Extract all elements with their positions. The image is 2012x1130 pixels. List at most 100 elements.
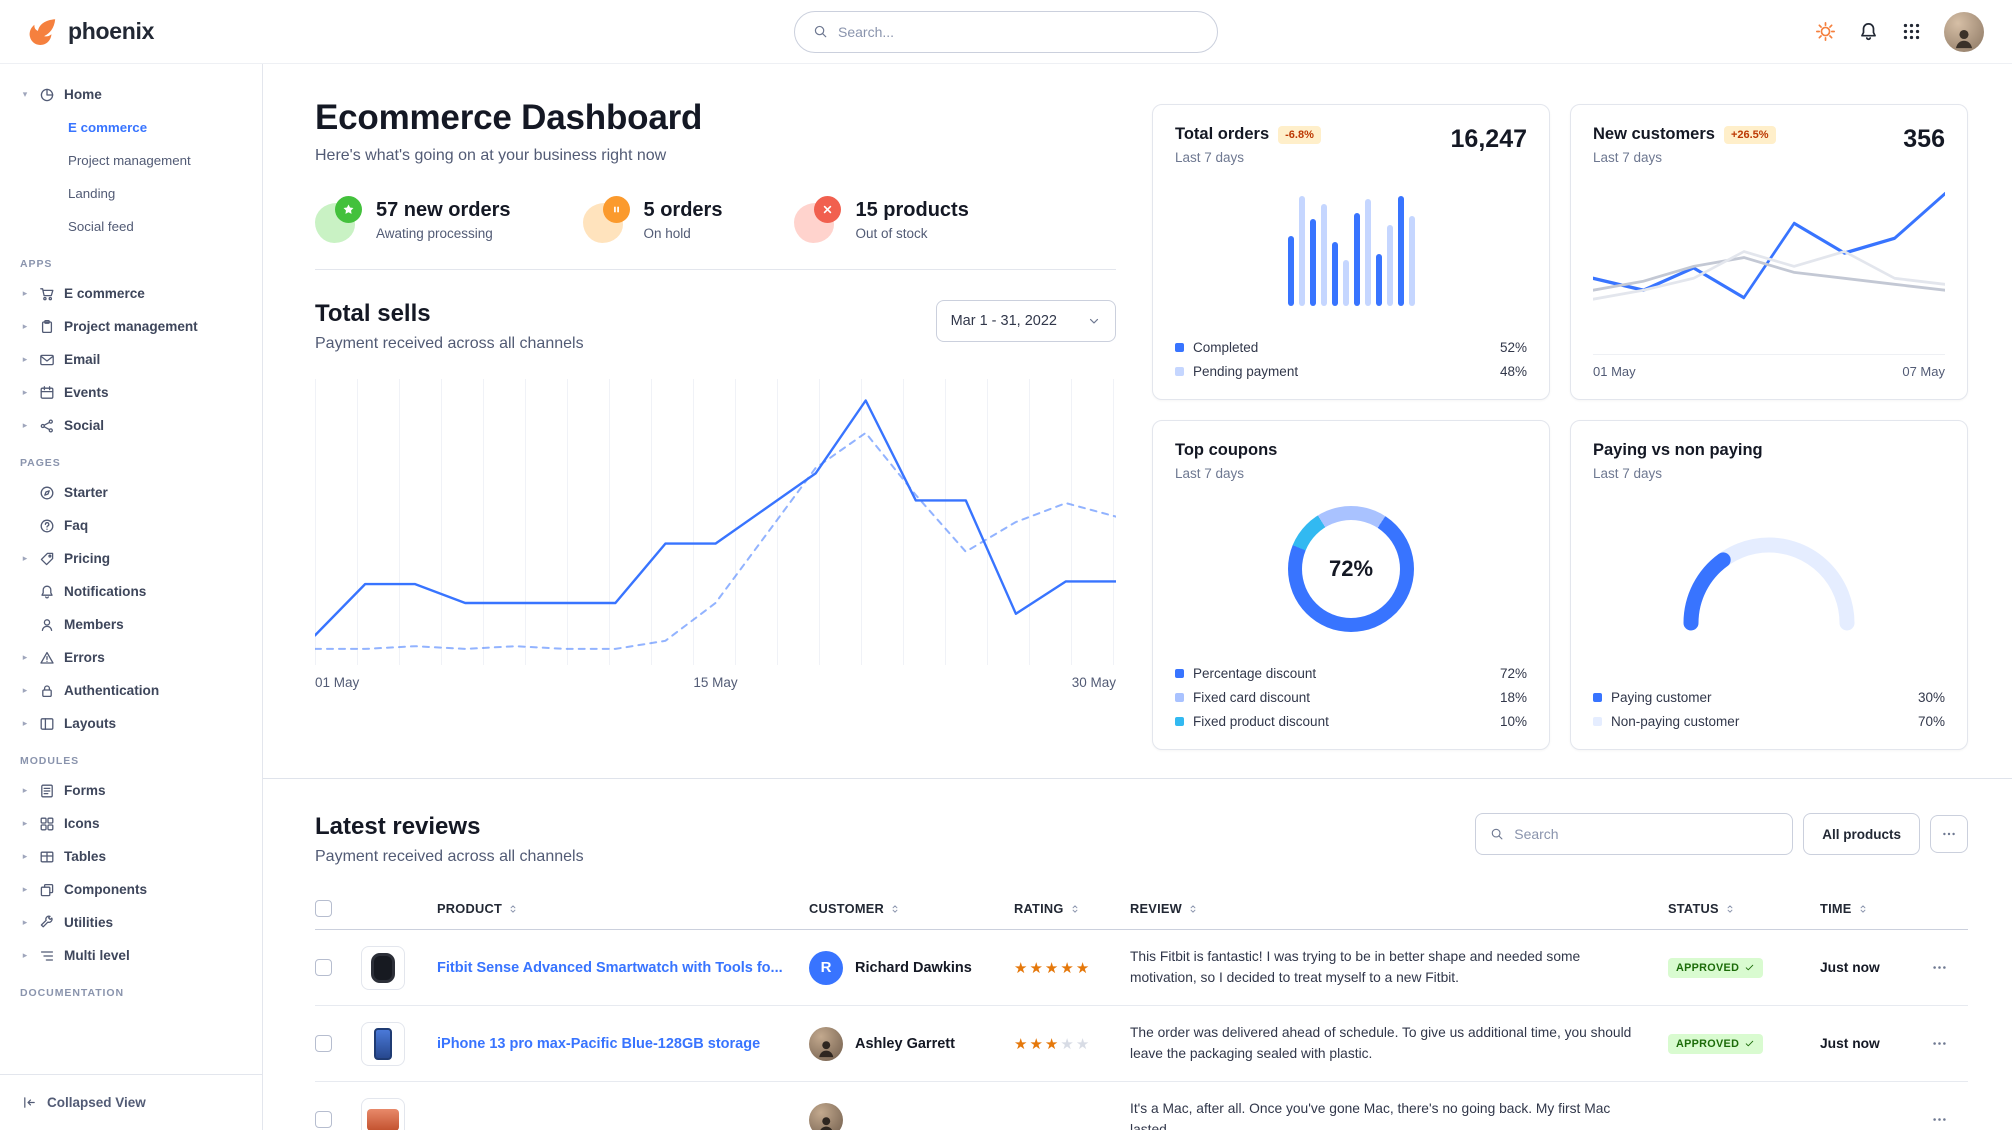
sidebar-item-members[interactable]: Members [12,608,250,641]
sidebar-item-icons[interactable]: Icons [12,807,250,840]
reviews-search-input[interactable] [1514,826,1779,842]
row-checkbox[interactable] [315,1035,332,1052]
brand[interactable]: phoenix [28,17,264,47]
wrench-icon [39,915,55,931]
trend-badge: -6.8% [1278,125,1321,144]
sidebar-item-components[interactable]: Components [12,873,250,906]
column-header-status[interactable]: STATUS [1668,901,1820,916]
total-sells-title: Total sells [315,300,431,327]
legend-item: Percentage discount 72% [1175,666,1527,681]
check-icon [1744,962,1755,973]
reviews-table: PRODUCT CUSTOMER RATING REVIEW STATUS TI… [315,888,1968,1130]
collapsed-view-toggle[interactable]: Collapsed View [0,1074,262,1130]
product-link[interactable]: iPhone 13 pro max-Pacific Blue-128GB sto… [437,1035,761,1052]
review-text: It's a Mac, after all. Once you've gone … [1130,1100,1611,1130]
dots-icon [1931,1111,1948,1128]
list-icon [39,948,55,964]
pause-icon [610,203,623,216]
sidebar-item-faq[interactable]: Faq [12,509,250,542]
sidebar-item-authentication[interactable]: Authentication [12,674,250,707]
legend-value: 18% [1499,690,1527,705]
legend-label: Fixed card discount [1193,690,1311,705]
sidebar-item-errors[interactable]: Errors [12,641,250,674]
collapse-icon [22,1095,37,1110]
theme-toggle-sun-icon[interactable] [1815,21,1836,42]
reviews-search[interactable] [1475,813,1794,855]
legend-label: Paying customer [1611,690,1712,705]
column-header-rating[interactable]: RATING [1014,901,1130,916]
chevron-right-icon [20,819,30,828]
sidebar-item-social-feed[interactable]: Social feed [68,219,134,234]
column-header-time[interactable]: TIME [1820,901,1924,916]
share-icon [39,418,55,434]
sidebar-item-starter[interactable]: Starter [12,476,250,509]
chevron-right-icon [20,322,30,331]
sidebar-item-e-commerce[interactable]: E commerce [68,120,148,135]
row-actions-button[interactable] [1924,1105,1954,1130]
sidebar-item-label: Project management [64,319,198,334]
sidebar-item-project-management[interactable]: Project management [68,153,191,168]
customer-name: Richard Dawkins [855,959,972,976]
search-icon [813,24,828,39]
sort-icon [1187,903,1199,915]
form-icon [39,783,55,799]
user-avatar[interactable] [1944,11,1984,52]
sidebar-item-tables[interactable]: Tables [12,840,250,873]
legend-item: Fixed card discount 18% [1175,690,1527,705]
all-products-button[interactable]: All products [1803,813,1920,855]
product-link[interactable]: Fitbit Sense Advanced Smartwatch with To… [437,959,783,976]
navbar-search[interactable] [794,10,1218,53]
stat-icon [582,196,630,243]
legend-item: Completed 52% [1175,340,1527,355]
row-actions-button[interactable] [1924,1029,1954,1059]
sidebar-item-label: Home [64,87,102,102]
reviews-title: Latest reviews [315,813,481,840]
sidebar-item-utilities[interactable]: Utilities [12,906,250,939]
sidebar-item-notifications[interactable]: Notifications [12,575,250,608]
card-title: Paying vs non paying [1593,441,1763,459]
customer-avatar: R [809,950,843,985]
column-header-product[interactable]: PRODUCT [437,901,809,916]
row-checkbox[interactable] [315,1111,332,1128]
apps-grid-icon[interactable] [1901,21,1922,42]
navbar-search-area [264,10,1748,53]
sidebar-item-project-management[interactable]: Project management [12,310,250,343]
chevron-right-icon [20,554,30,563]
select-all-checkbox[interactable] [315,900,332,917]
sidebar-item-landing[interactable]: Landing [68,186,116,201]
sidebar-item-multi-level[interactable]: Multi level [12,939,250,972]
customer-cell: Ashley Garrett [809,1026,1014,1061]
column-header-customer[interactable]: CUSTOMER [809,901,1014,916]
table-icon [39,849,55,865]
navbar-search-input[interactable] [838,23,1199,40]
x-axis-label: 07 May [1902,364,1945,379]
row-checkbox[interactable] [315,959,332,976]
legend-value: 30% [1917,690,1945,705]
chevron-right-icon [20,388,30,397]
legend-swatch [1175,717,1184,726]
reviews-more-button[interactable] [1930,815,1968,853]
sidebar-item-label: Multi level [64,948,130,963]
sidebar-item-layouts[interactable]: Layouts [12,707,250,740]
sidebar-item-email[interactable]: Email [12,343,250,376]
sidebar-item-forms[interactable]: Forms [12,774,250,807]
sidebar-item-e-commerce[interactable]: E commerce [12,277,250,310]
paying-vs-nonpaying-card: Paying vs non paying Last 7 days Paying … [1570,420,1968,750]
date-range-select[interactable]: Mar 1 - 31, 2022 [935,300,1116,342]
column-header-review[interactable]: REVIEW [1130,901,1668,916]
sidebar-item-home[interactable]: Home [12,78,250,111]
row-actions-button[interactable] [1924,953,1954,983]
orders-legend: Completed 52% Pending payment 48% [1175,331,1527,379]
total-sells-x-axis: 01 May 15 May 30 May [315,675,1116,690]
customer-avatar [809,1102,843,1130]
stat-caption: On hold [643,226,691,241]
sidebar-item-events[interactable]: Events [12,376,250,409]
sidebar-item-social[interactable]: Social [12,409,250,442]
users-icon [39,617,55,633]
chevron-right-icon [20,885,30,894]
dots-icon [1931,1035,1948,1052]
icons-icon [39,816,55,832]
sidebar-item-pricing[interactable]: Pricing [12,542,250,575]
notifications-bell-icon[interactable] [1858,21,1879,42]
